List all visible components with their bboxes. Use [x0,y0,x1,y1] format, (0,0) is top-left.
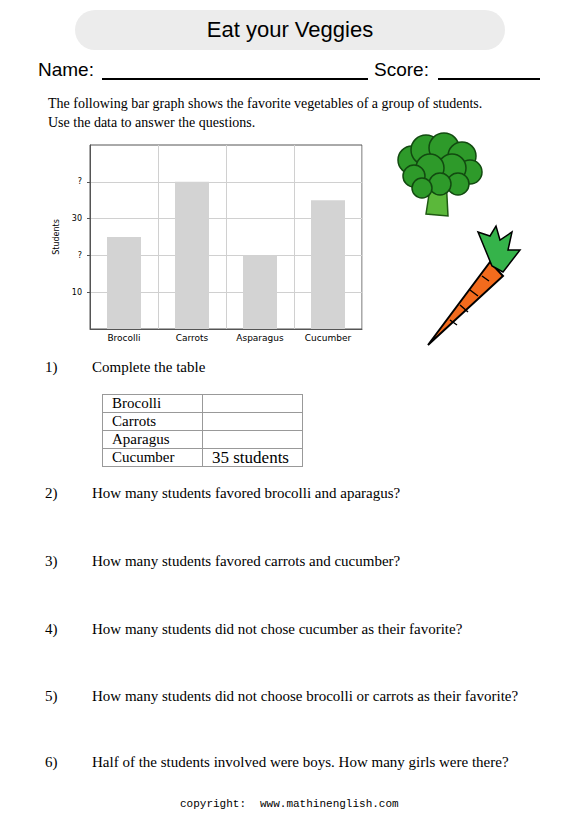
html-text:www.mathinenglish.com: www.mathinenglish.com [260,798,399,810]
html-text:How many students did not choo: How many students did not choose brocoll… [92,688,519,704]
svg-text:Asparagus: Asparagus [236,333,284,343]
html-text:Aparagus: Aparagus [112,431,170,447]
html-text:3): 3) [45,553,58,569]
svg-text:?: ? [78,177,82,186]
html-text:Brocolli: Brocolli [112,395,162,411]
html-text:5): 5) [45,688,58,704]
html-text:4): 4) [45,621,58,637]
html-text:Half of the students involved: Half of the students involved were boys.… [92,754,509,770]
svg-text:Carrots: Carrots [176,333,209,343]
html-text:Complete the table: Complete the table [92,359,206,375]
svg-text:30: 30 [72,214,82,223]
svg-text:Brocolli: Brocolli [107,333,140,343]
svg-text:10: 10 [72,288,82,297]
html-text:35 students: 35 students [212,448,289,467]
html-text:copyright:: copyright: [180,798,246,810]
html-text:Eat your Veggies: Eat your Veggies [206,17,374,42]
html-text:How many students favored broc: How many students favored brocolli and a… [92,485,401,501]
html-text:2): 2) [45,485,58,501]
svg-text:Cucumber: Cucumber [305,333,352,343]
html-text:Score:: Score: [374,59,429,80]
svg-text:Students: Students [52,219,61,255]
html-text:Use the data to answer the que: Use the data to answer the questions. [48,115,256,130]
html-text:1): 1) [45,359,58,375]
svg-text:?: ? [78,251,82,260]
html-text:Carrots: Carrots [112,413,157,429]
html-text:6): 6) [45,754,58,770]
html-text:How many students did not chos: How many students did not chose cucumber… [92,621,463,637]
html-text:Name:: Name: [38,59,94,80]
html-text:How many students favored carr: How many students favored carrots and cu… [92,553,401,569]
html-text:Cucumber: Cucumber [112,449,175,465]
html-text:The following bar graph shows: The following bar graph shows the favori… [48,96,483,111]
